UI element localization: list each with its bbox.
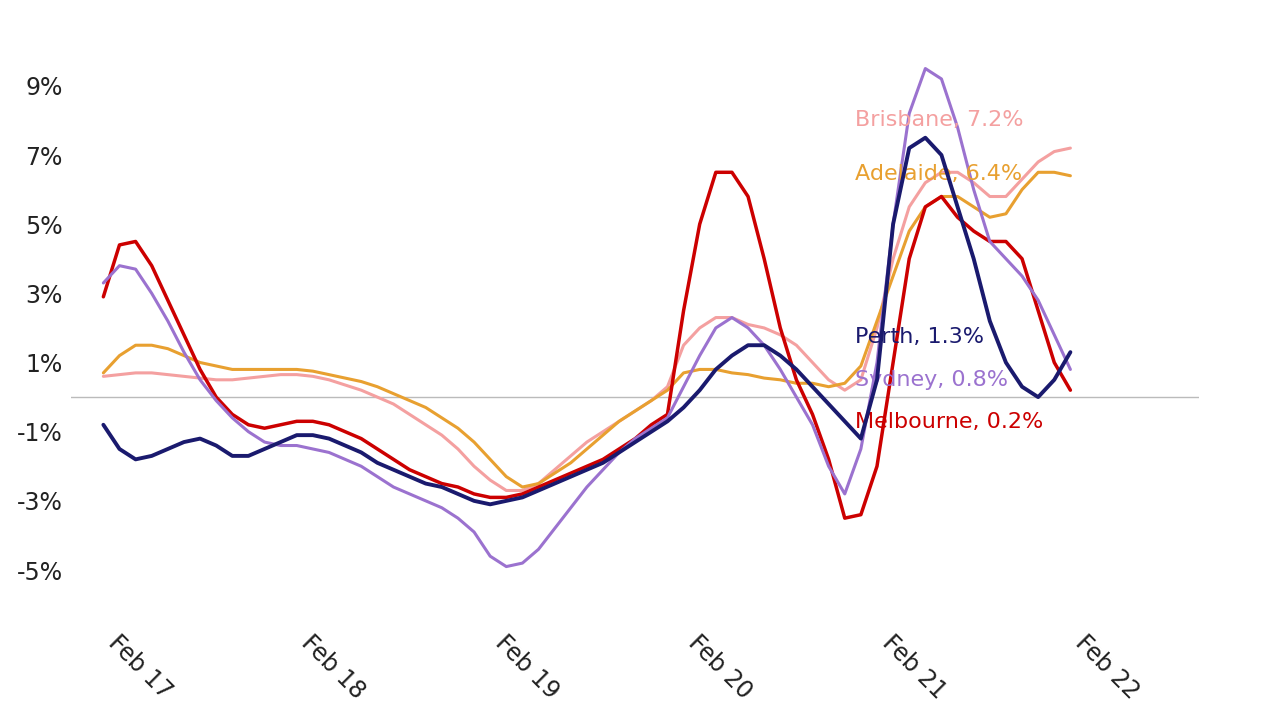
Text: Sydney, 0.8%: Sydney, 0.8% <box>855 370 1009 390</box>
Text: Melbourne, 0.2%: Melbourne, 0.2% <box>855 412 1043 432</box>
Text: Brisbane, 7.2%: Brisbane, 7.2% <box>855 109 1024 130</box>
Text: Perth, 1.3%: Perth, 1.3% <box>855 328 984 348</box>
Text: Adelaide, 6.4%: Adelaide, 6.4% <box>855 164 1023 184</box>
